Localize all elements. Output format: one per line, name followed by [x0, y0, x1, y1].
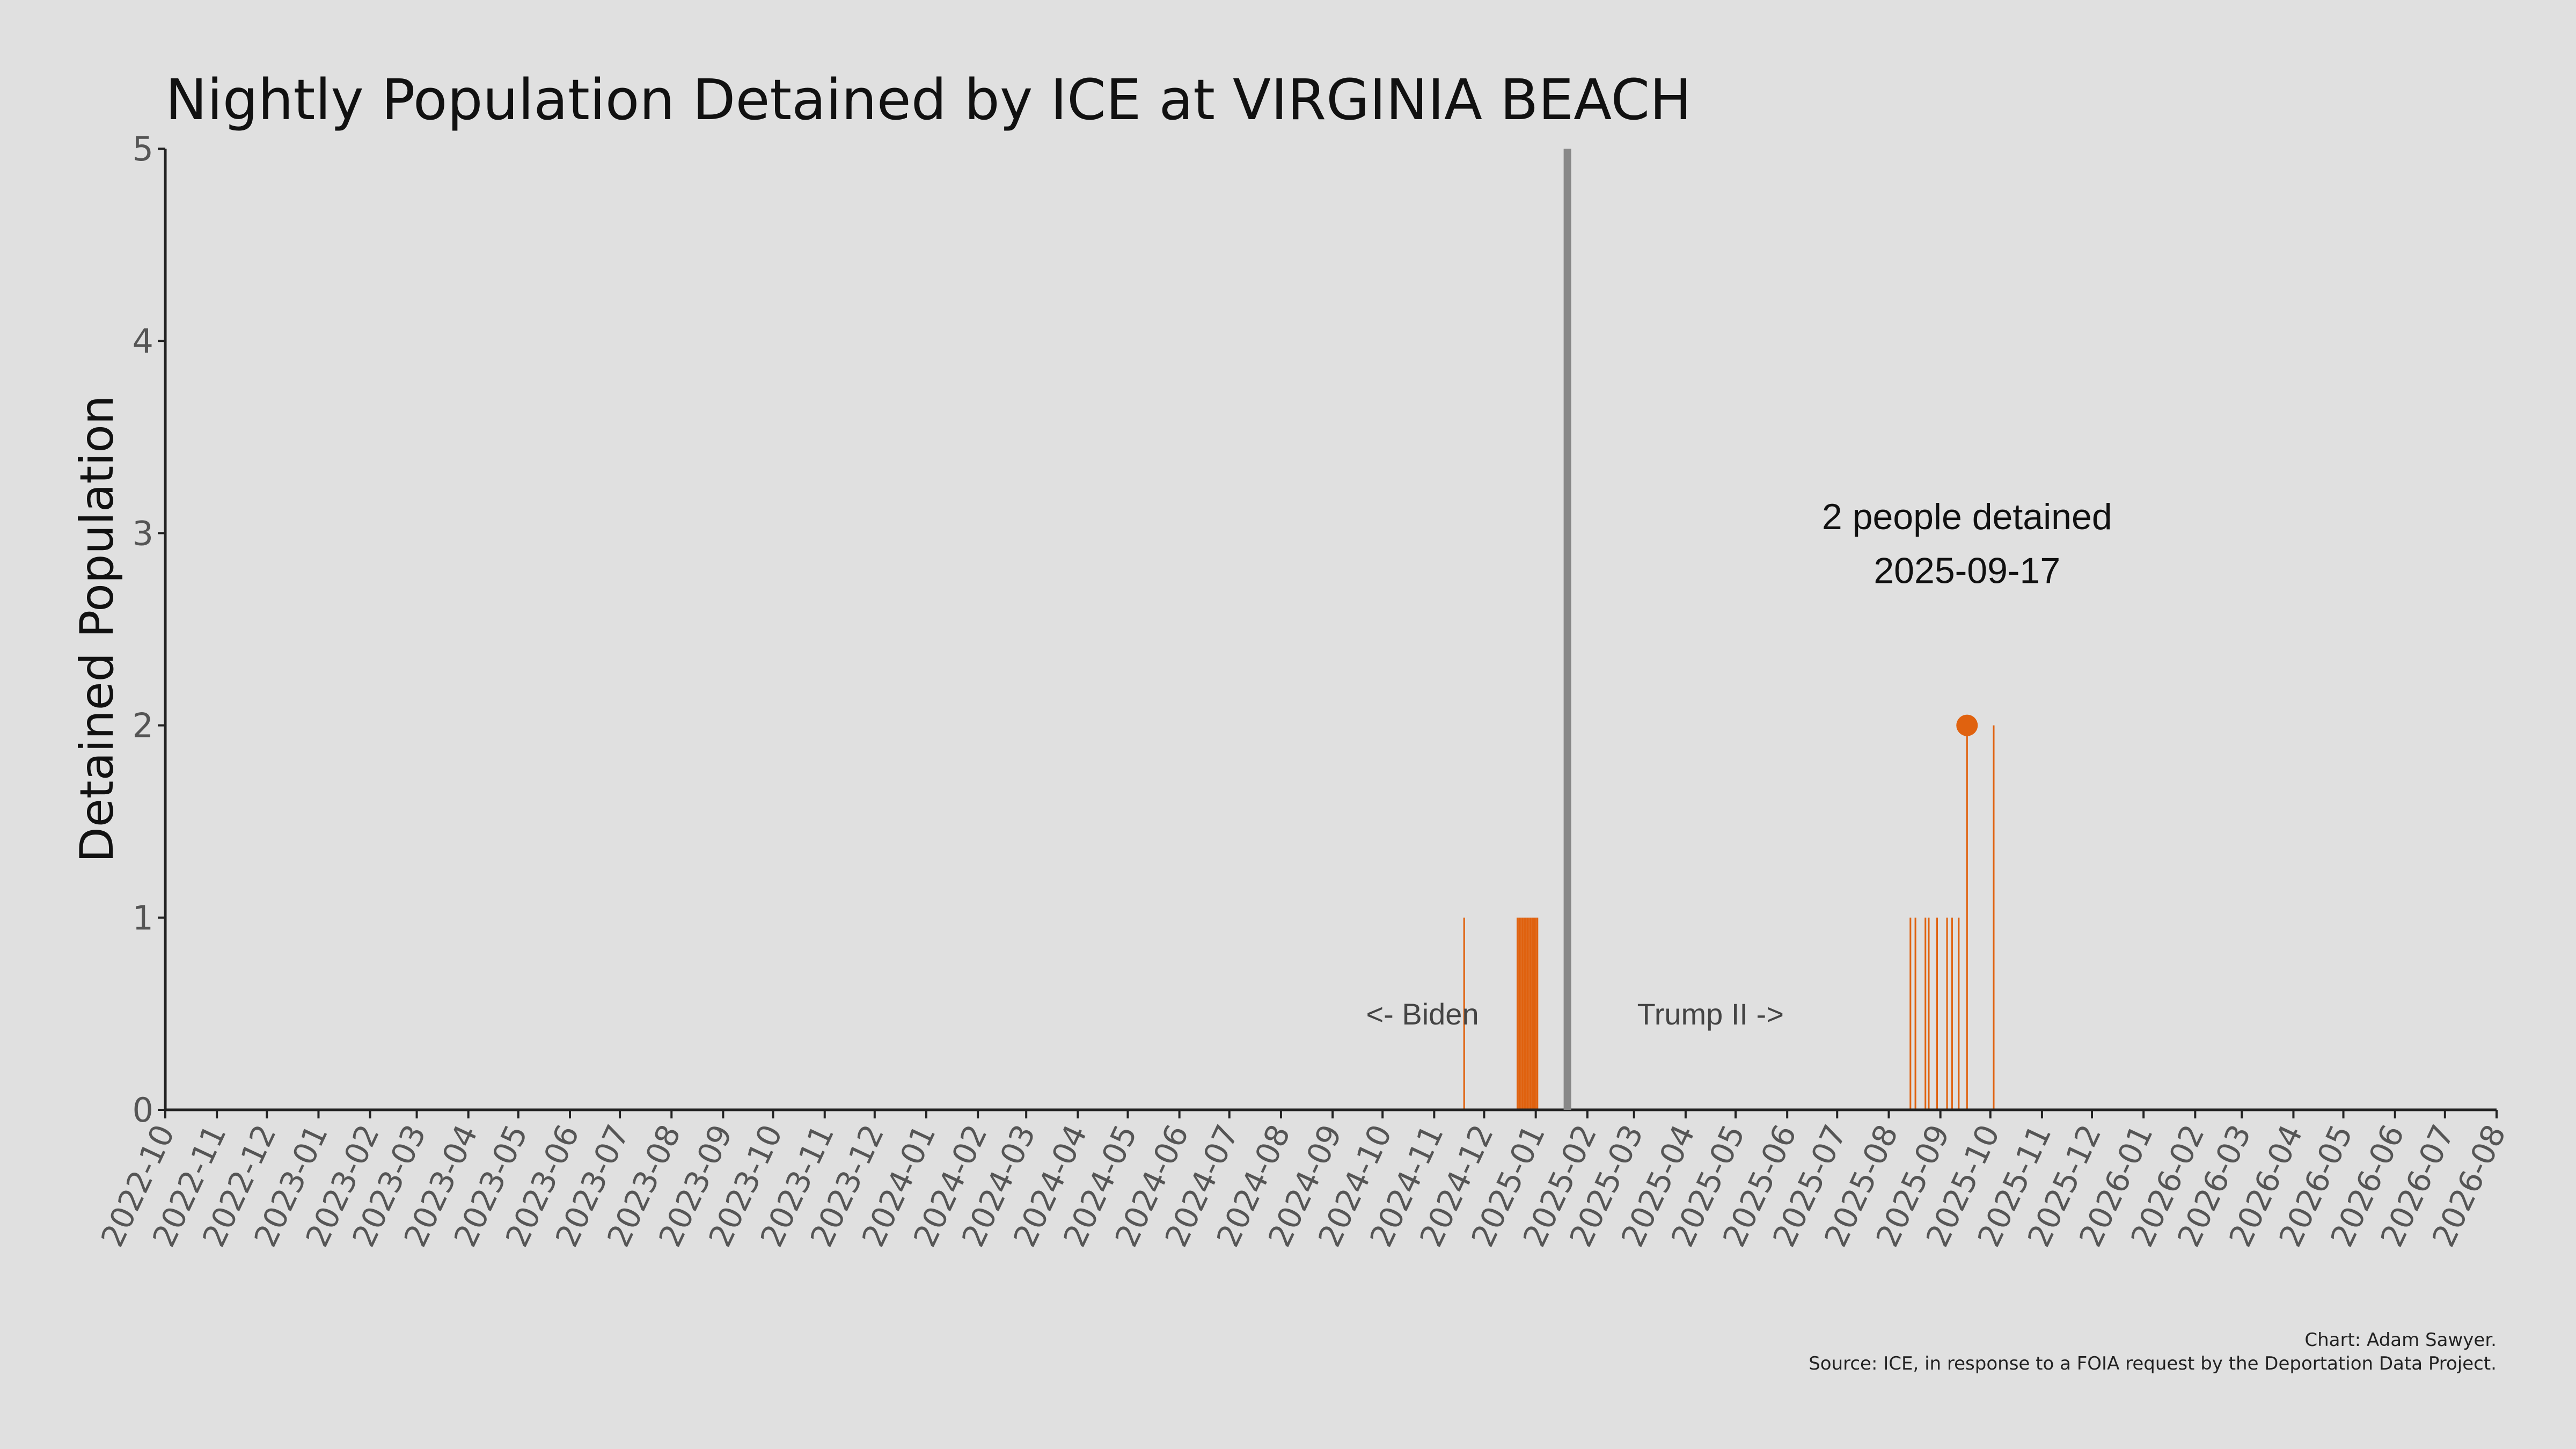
highlight-annotation-line2: 2025-09-17 — [1874, 551, 2060, 591]
bar — [1516, 917, 1519, 1110]
bar — [1533, 917, 1535, 1110]
y-tick-label: 1 — [133, 898, 153, 938]
bar — [1525, 917, 1527, 1110]
y-tick-label: 2 — [133, 706, 153, 745]
trump-annotation: Trump II -> — [1637, 997, 1784, 1031]
chart-title: Nightly Population Detained by ICE at VI… — [165, 67, 1692, 133]
y-tick-label: 0 — [133, 1091, 153, 1130]
chart-credit: Chart: Adam Sawyer. — [2304, 1329, 2497, 1351]
bar — [1535, 917, 1537, 1110]
bar — [1924, 917, 1927, 1110]
bar — [1526, 917, 1528, 1110]
y-tick-label: 4 — [133, 321, 153, 361]
bar — [1928, 917, 1930, 1110]
bar — [1909, 917, 1912, 1110]
biden-annotation: <- Biden — [1366, 997, 1479, 1031]
bar — [1531, 917, 1533, 1110]
bar — [1521, 917, 1524, 1110]
bar — [1958, 917, 1960, 1110]
bar — [1529, 917, 1532, 1110]
bar — [1946, 917, 1948, 1110]
highlight-point — [1956, 714, 1978, 736]
bar — [1951, 917, 1953, 1110]
bar — [1463, 917, 1465, 1110]
bar — [1536, 917, 1539, 1110]
bar — [1966, 725, 1968, 1110]
bar — [1993, 725, 1995, 1110]
bar — [1914, 917, 1916, 1110]
y-tick-label: 5 — [133, 129, 153, 169]
bar — [1936, 917, 1938, 1110]
highlight-annotation-line1: 2 people detained — [1822, 496, 2112, 537]
chart-source: Source: ICE, in response to a FOIA reque… — [1809, 1353, 2497, 1374]
y-axis: 0 1 2 3 4 5 — [133, 129, 165, 1130]
bar — [1528, 917, 1530, 1110]
bar — [1520, 917, 1522, 1110]
bar — [1518, 917, 1520, 1110]
bars — [1463, 725, 1995, 1110]
x-axis: 2022-102022-112022-122023-012023-022023-… — [94, 1110, 2513, 1253]
y-tick-label: 3 — [133, 514, 153, 553]
y-axis-label: Detained Population — [70, 396, 124, 863]
bar — [1523, 917, 1525, 1110]
